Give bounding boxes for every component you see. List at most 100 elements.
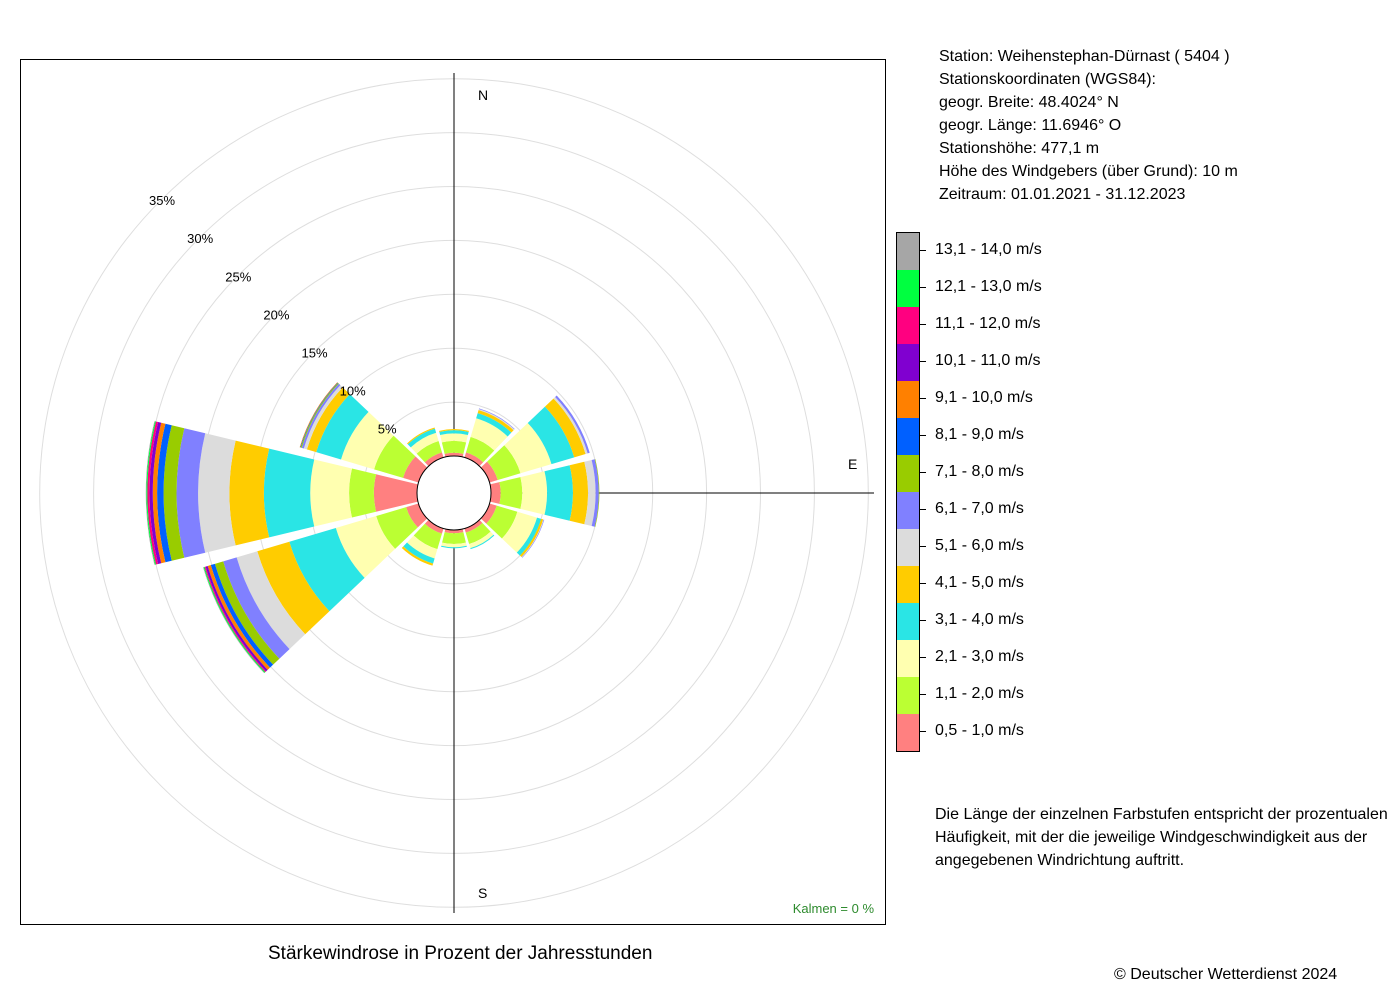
wind-segment (157, 423, 172, 563)
wind-segment (569, 461, 589, 525)
wind-segment (439, 430, 469, 436)
wind-segment (410, 432, 439, 454)
explanation-note: Die Länge der einzelnen Farbstufen entsp… (935, 806, 1388, 869)
wind-segment (289, 528, 365, 612)
wind-segment (263, 448, 315, 538)
wind-segment (257, 541, 330, 635)
wind-segment (301, 383, 341, 449)
wind-segment (441, 542, 467, 548)
legend-swatch (897, 270, 919, 307)
legend-tick (920, 324, 926, 325)
wind-segment (466, 436, 495, 463)
wind-segment (594, 459, 600, 527)
legend-label: 11,1 - 12,0 m/s (935, 315, 1041, 332)
ring-label: 20% (263, 307, 289, 322)
wind-segment (442, 532, 466, 545)
ring-label: 5% (378, 422, 397, 437)
wind-segment (163, 425, 185, 561)
legend-swatch (897, 344, 919, 381)
wind-segment (214, 561, 280, 665)
period-line: Zeitraum: 01.01.2021 - 31.12.2023 (939, 186, 1186, 203)
wind-segment (591, 459, 599, 527)
wind-segment (527, 406, 575, 465)
legend-tick (920, 620, 926, 621)
wind-segment (152, 422, 166, 564)
wind-segment (229, 440, 270, 546)
wind-segment (439, 429, 469, 432)
legend-label: 4,1 - 5,0 m/s (935, 574, 1024, 591)
legend-swatch (897, 714, 919, 751)
wind-segment (555, 395, 590, 454)
wind-segment (476, 413, 512, 437)
wind-segment (407, 428, 437, 448)
wind-segment (176, 428, 206, 558)
legend-tick (920, 250, 926, 251)
wind-segment (407, 535, 438, 559)
elevation-line: Stationshöhe: 477,1 m (939, 140, 1100, 157)
wind-segment (470, 534, 495, 550)
wind-segment (303, 385, 343, 450)
copyright-notice: © Deutscher Wetterdienst 2024 (1114, 966, 1338, 983)
wind-segment (198, 433, 236, 553)
longitude-line: geogr. Länge: 11.6946° O (939, 117, 1122, 134)
wind-segment (374, 435, 416, 478)
legend-label: 10,1 - 11,0 m/s (935, 352, 1041, 369)
legend-swatch (897, 529, 919, 566)
legend-label: 12,1 - 13,0 m/s (935, 278, 1042, 295)
wind-segment (520, 471, 548, 515)
legend-tick (920, 657, 926, 658)
latitude-line: geogr. Breite: 48.4024° N (939, 94, 1119, 111)
wind-segment (349, 468, 377, 518)
legend-label: 3,1 - 4,0 m/s (935, 611, 1024, 628)
wind-segment (403, 542, 435, 564)
legend-tick (920, 435, 926, 436)
ring-label: 10% (340, 384, 366, 399)
ring-label: 25% (225, 269, 251, 284)
legend-label: 5,1 - 6,0 m/s (935, 537, 1024, 554)
north-label: N (478, 87, 488, 103)
wind-segment (464, 519, 483, 533)
wind-segment (441, 440, 467, 454)
wind-segment (465, 522, 491, 544)
legend-tick (920, 287, 926, 288)
ring-labels: 5% 10% 15% 20% 25% 30% 35% (149, 193, 397, 437)
sensor-height-line: Höhe des Windgebers (über Grund): 10 m (939, 163, 1238, 180)
ring-label: 15% (301, 345, 327, 360)
legend-swatch (897, 233, 919, 270)
station-info: Station: Weihenstephan-Dürnast ( 5404 ) … (939, 45, 1238, 206)
wind-segment (499, 477, 523, 509)
legend-label: 2,1 - 3,0 m/s (935, 648, 1024, 665)
legend-label: 8,1 - 9,0 m/s (935, 426, 1024, 443)
plot-frame: 5% 10% 15% 20% 25% 30% 35% N E S Kalmen = 0 % (20, 59, 886, 925)
legend-tick (920, 509, 926, 510)
legend-swatch (897, 455, 919, 492)
wind-segment (480, 503, 497, 524)
wind-segment (544, 398, 586, 458)
legend-swatch (897, 492, 919, 529)
station-line: Station: Weihenstephan-Dürnast ( 5404 ) (939, 48, 1230, 65)
wind-segment (553, 397, 588, 455)
legend-swatch (897, 640, 919, 677)
wind-segment (146, 421, 156, 565)
legend-label: 1,1 - 2,0 m/s (935, 685, 1024, 702)
wind-segment (501, 511, 538, 553)
wind-segment (480, 461, 498, 483)
ring-label: 35% (149, 193, 175, 208)
wind-segment (207, 565, 270, 670)
legend-label: 7,1 - 8,0 m/s (935, 463, 1024, 480)
center-hole (416, 455, 492, 531)
legend-label: 13,1 - 14,0 m/s (935, 241, 1042, 258)
wind-segment (440, 433, 468, 443)
wind-segment (477, 409, 514, 433)
wind-segment (306, 387, 350, 453)
wind-segment (335, 516, 396, 578)
wind-segment (464, 452, 484, 467)
wind-segment (441, 545, 467, 549)
legend-swatch (897, 307, 919, 344)
legend-tick (920, 583, 926, 584)
legend-label: 6,1 - 7,0 m/s (935, 500, 1024, 517)
legend-color-bar (896, 232, 920, 752)
east-label: E (848, 456, 857, 472)
wind-segment (310, 459, 352, 527)
wind-segment (544, 465, 573, 521)
